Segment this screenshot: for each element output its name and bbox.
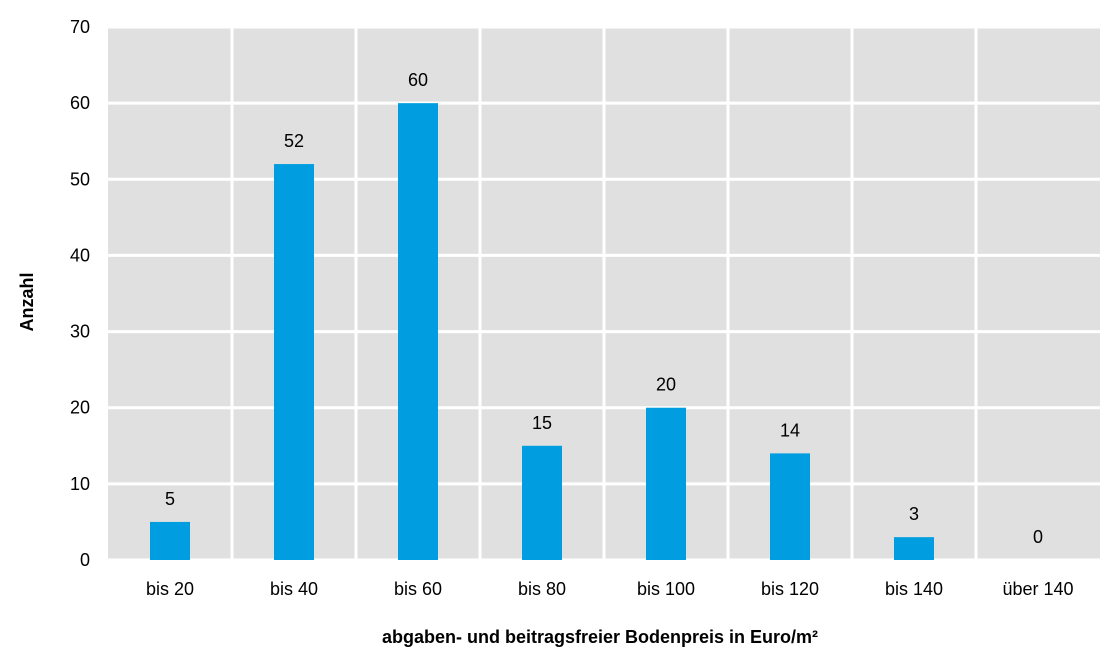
y-tick-label: 30 bbox=[70, 322, 90, 342]
data-labels: 5 52 60 15 20 14 3 0 bbox=[165, 70, 1043, 547]
y-axis-title: Anzahl bbox=[17, 272, 37, 331]
x-tick-label: bis 60 bbox=[394, 579, 442, 599]
y-axis-ticks: 0 10 20 30 40 50 60 70 bbox=[70, 17, 90, 570]
data-label: 5 bbox=[165, 489, 175, 509]
y-tick-label: 70 bbox=[70, 17, 90, 37]
y-tick-label: 20 bbox=[70, 398, 90, 418]
y-tick-label: 0 bbox=[80, 550, 90, 570]
bars bbox=[150, 103, 934, 561]
x-tick-label: bis 40 bbox=[270, 579, 318, 599]
x-axis-ticks: bis 20 bis 40 bis 60 bis 80 bis 100 bis 120 bi… bbox=[146, 579, 1074, 599]
bar bbox=[646, 407, 686, 560]
bar bbox=[398, 103, 438, 561]
y-tick-label: 50 bbox=[70, 169, 90, 189]
bar bbox=[770, 453, 810, 560]
data-label: 14 bbox=[780, 420, 800, 440]
x-tick-label: bis 20 bbox=[146, 579, 194, 599]
x-tick-label: bis 120 bbox=[761, 579, 819, 599]
data-label: 52 bbox=[284, 131, 304, 151]
y-tick-label: 60 bbox=[70, 93, 90, 113]
x-tick-label: über 140 bbox=[1002, 579, 1073, 599]
bar bbox=[522, 445, 562, 560]
data-label: 60 bbox=[408, 70, 428, 90]
data-label: 3 bbox=[909, 504, 919, 524]
bar bbox=[150, 521, 190, 560]
y-tick-label: 40 bbox=[70, 245, 90, 265]
x-tick-label: bis 140 bbox=[885, 579, 943, 599]
x-tick-label: bis 100 bbox=[637, 579, 695, 599]
y-tick-label: 10 bbox=[70, 474, 90, 494]
data-label: 15 bbox=[532, 413, 552, 433]
x-tick-label: bis 80 bbox=[518, 579, 566, 599]
data-label: 0 bbox=[1033, 527, 1043, 547]
data-label: 20 bbox=[656, 375, 676, 395]
x-axis-title: abgaben- und beitragsfreier Bodenpreis i… bbox=[382, 627, 818, 647]
bar bbox=[894, 537, 934, 560]
grid bbox=[108, 25, 1100, 562]
bar bbox=[274, 164, 314, 561]
